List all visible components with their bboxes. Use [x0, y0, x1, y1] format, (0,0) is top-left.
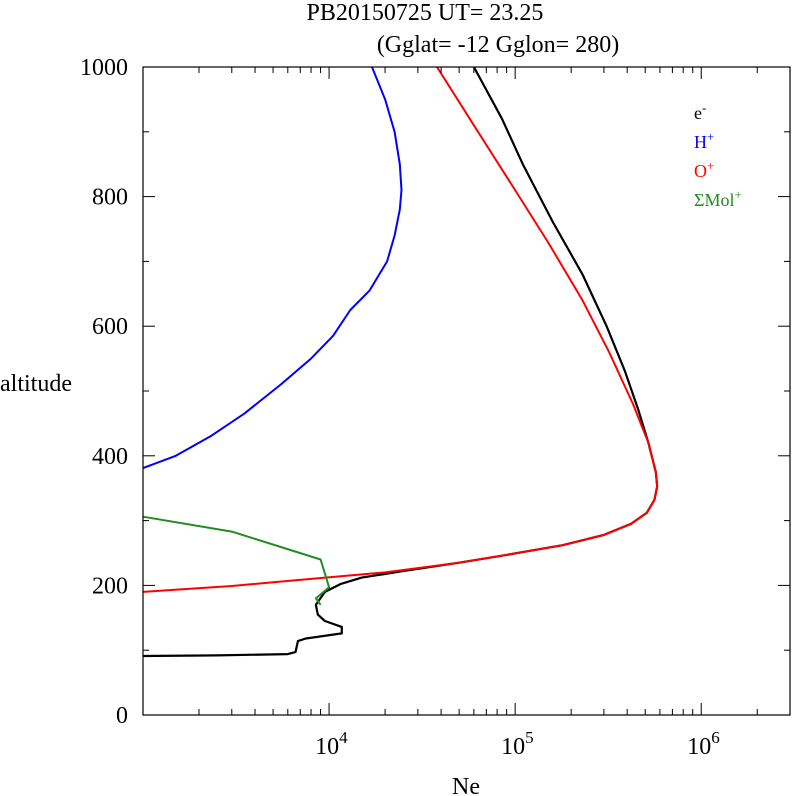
legend-entry-0: e- [694, 100, 706, 123]
plot-frame [142, 66, 791, 716]
legend-entry-2: O+ [694, 158, 714, 181]
legend-entry-1: H+ [694, 129, 714, 152]
legend: e- H+ O+ ΣMol+ [694, 100, 742, 210]
x-tick-label: 106 [687, 728, 720, 760]
ticks-layer: 0 200 400 600 800 1000 104 105 106 [80, 55, 791, 760]
series-line-3 [142, 515, 331, 606]
chart-subtitle: (Gglat= -12 Gglon= 280) [377, 32, 619, 58]
y-tick-label: 600 [92, 314, 128, 340]
x-tick-label: 104 [315, 728, 348, 760]
y-tick-label: 400 [92, 444, 128, 470]
x-axis-label: Ne [452, 774, 480, 796]
series-line-0 [142, 66, 659, 658]
x-tick-label: 105 [501, 728, 534, 760]
y-tick-label: 0 [116, 703, 128, 729]
series-layer [142, 66, 659, 658]
chart-title: PB20150725 UT= 23.25 [307, 0, 544, 26]
y-tick-label: 200 [92, 573, 128, 599]
series-line-1 [142, 66, 403, 470]
y-axis-label: altitude [0, 371, 72, 397]
y-tick-label: 1000 [80, 55, 128, 81]
series-line-2 [142, 66, 659, 593]
legend-entry-3: ΣMol+ [694, 187, 742, 210]
y-tick-label: 800 [92, 185, 128, 211]
